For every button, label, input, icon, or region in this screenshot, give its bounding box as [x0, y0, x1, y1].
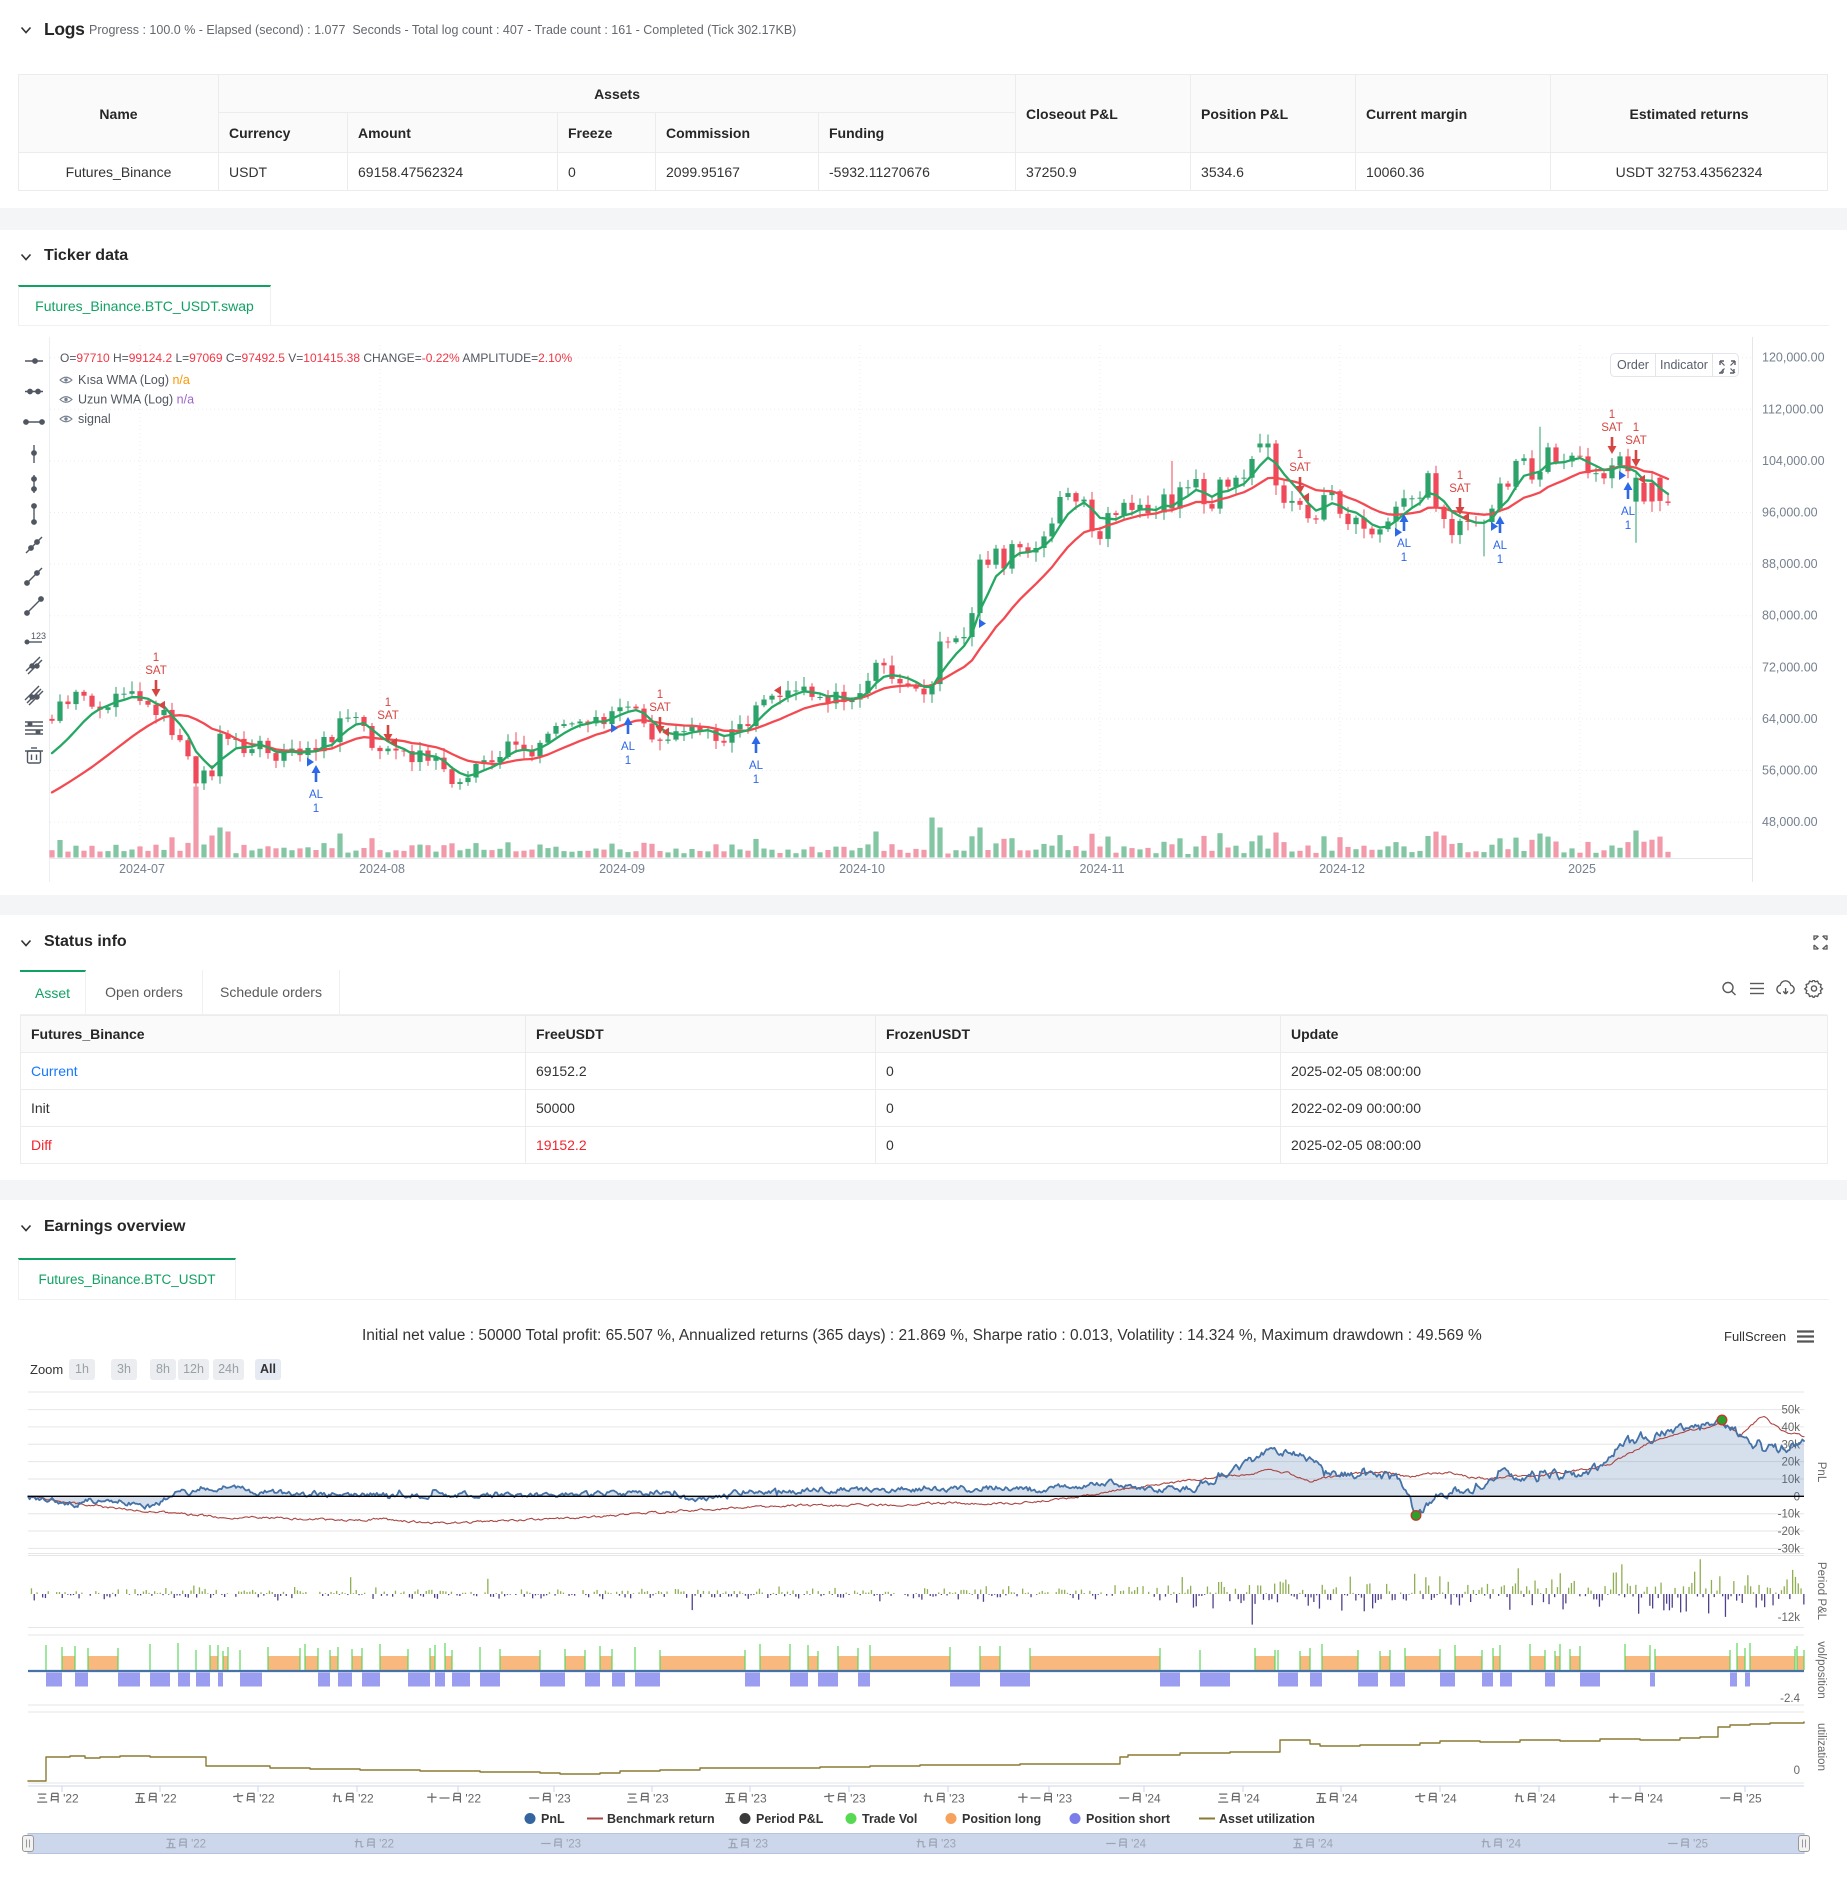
svg-text:-20k: -20k — [1778, 1526, 1801, 1538]
svg-text:112,000.00: 112,000.00 — [1762, 402, 1824, 416]
svg-text:0: 0 — [1794, 1491, 1800, 1503]
svg-text:'22: '22 — [63, 1791, 79, 1805]
svg-text:1: 1 — [153, 652, 159, 664]
svg-text:Position long: Position long — [962, 1812, 1041, 1826]
svg-text:utilization: utilization — [1815, 1723, 1827, 1771]
svg-text:'22: '22 — [358, 1791, 374, 1805]
svg-text:'24: '24 — [1441, 1791, 1457, 1805]
svg-text:'24: '24 — [1540, 1791, 1556, 1805]
svg-text:'22: '22 — [191, 1839, 206, 1851]
svg-text:-30k: -30k — [1778, 1543, 1801, 1555]
svg-text:Position short: Position short — [1086, 1812, 1171, 1826]
svg-text:1: 1 — [1625, 520, 1631, 532]
svg-text:56,000.00: 56,000.00 — [1762, 764, 1818, 778]
svg-text:Asset utilization: Asset utilization — [1219, 1812, 1315, 1826]
svg-text:1: 1 — [385, 697, 391, 709]
svg-text:AL: AL — [309, 789, 324, 801]
svg-text:0: 0 — [1794, 1765, 1800, 1777]
svg-text:1: 1 — [1457, 470, 1463, 482]
svg-text:-12k: -12k — [1778, 1612, 1801, 1624]
svg-text:2024-11: 2024-11 — [1080, 862, 1125, 876]
svg-text:AL: AL — [621, 741, 636, 753]
svg-text:AL: AL — [1397, 538, 1412, 550]
svg-text:50k: 50k — [1781, 1405, 1800, 1417]
svg-text:SAT: SAT — [1601, 422, 1623, 434]
svg-text:'23: '23 — [653, 1791, 669, 1805]
svg-text:1: 1 — [625, 755, 631, 767]
svg-text:PnL: PnL — [541, 1812, 565, 1826]
svg-text:AL: AL — [1493, 540, 1508, 552]
svg-text:AL: AL — [1621, 506, 1636, 518]
svg-text:104,000.00: 104,000.00 — [1762, 454, 1825, 468]
svg-text:'23: '23 — [555, 1791, 571, 1805]
svg-text:2024-10: 2024-10 — [839, 862, 885, 876]
svg-text:2024-09: 2024-09 — [599, 862, 645, 876]
svg-text:O=97710 H=99124.2 L=97069 C=97: O=97710 H=99124.2 L=97069 C=97492.5 V=10… — [60, 351, 572, 365]
svg-text:'24: '24 — [1647, 1791, 1663, 1805]
svg-text:72,000.00: 72,000.00 — [1762, 660, 1818, 674]
svg-text:1: 1 — [1609, 409, 1615, 421]
svg-text:vol/position: vol/position — [1815, 1641, 1827, 1699]
svg-text:1: 1 — [657, 689, 663, 701]
svg-text:SAT: SAT — [1449, 483, 1471, 495]
svg-text:'22: '22 — [161, 1791, 177, 1805]
svg-text:signal: signal — [78, 412, 111, 426]
svg-text:'22: '22 — [379, 1839, 394, 1851]
svg-text:SAT: SAT — [1625, 435, 1647, 447]
svg-text:20k: 20k — [1781, 1457, 1800, 1469]
svg-text:'24: '24 — [1506, 1839, 1522, 1851]
svg-text:SAT: SAT — [1289, 462, 1311, 474]
svg-text:'23: '23 — [850, 1791, 866, 1805]
svg-text:1: 1 — [1497, 554, 1503, 566]
svg-text:Benchmark return: Benchmark return — [607, 1812, 715, 1826]
svg-text:'22: '22 — [465, 1791, 481, 1805]
svg-text:'23: '23 — [566, 1839, 581, 1851]
svg-text:Period P&L: Period P&L — [756, 1812, 824, 1826]
svg-text:88,000.00: 88,000.00 — [1762, 557, 1818, 571]
svg-text:2025: 2025 — [1568, 862, 1596, 876]
svg-text:-10k: -10k — [1778, 1509, 1801, 1521]
svg-text:40k: 40k — [1781, 1422, 1800, 1434]
svg-text:48,000.00: 48,000.00 — [1762, 815, 1818, 829]
svg-text:Uzun WMA (Log) n/a: Uzun WMA (Log) n/a — [78, 393, 194, 407]
svg-text:'23: '23 — [949, 1791, 965, 1805]
svg-text:96,000.00: 96,000.00 — [1762, 506, 1818, 520]
svg-text:Order: Order — [1617, 358, 1649, 372]
svg-text:'24: '24 — [1342, 1791, 1358, 1805]
svg-text:1: 1 — [1633, 422, 1639, 434]
svg-text:10k: 10k — [1781, 1474, 1800, 1486]
svg-text:1: 1 — [1401, 552, 1407, 564]
svg-text:'23: '23 — [751, 1791, 767, 1805]
svg-text:64,000.00: 64,000.00 — [1762, 712, 1818, 726]
svg-text:1: 1 — [1297, 449, 1303, 461]
svg-text:80,000.00: 80,000.00 — [1762, 609, 1818, 623]
svg-text:PnL: PnL — [1815, 1462, 1827, 1483]
svg-text:SAT: SAT — [649, 702, 671, 714]
svg-text:2024-07: 2024-07 — [119, 862, 165, 876]
svg-text:'23: '23 — [941, 1839, 956, 1851]
svg-text:2024-12: 2024-12 — [1319, 862, 1365, 876]
svg-text:'24: '24 — [1244, 1791, 1260, 1805]
svg-text:Period P&L: Period P&L — [1815, 1562, 1827, 1621]
svg-text:'23: '23 — [1056, 1791, 1072, 1805]
svg-text:123: 123 — [31, 631, 46, 641]
svg-text:1: 1 — [313, 803, 319, 815]
svg-text:Indicator: Indicator — [1660, 358, 1708, 372]
svg-text:'22: '22 — [259, 1791, 275, 1805]
svg-text:-2.4: -2.4 — [1780, 1693, 1800, 1705]
svg-text:'24: '24 — [1131, 1839, 1147, 1851]
svg-text:SAT: SAT — [145, 665, 167, 677]
svg-text:'25: '25 — [1693, 1839, 1708, 1851]
svg-text:2024-08: 2024-08 — [359, 862, 405, 876]
svg-text:1: 1 — [753, 774, 759, 786]
svg-text:Kısa WMA (Log) n/a: Kısa WMA (Log) n/a — [78, 373, 190, 387]
svg-text:Trade Vol: Trade Vol — [862, 1812, 917, 1826]
svg-text:'24: '24 — [1318, 1839, 1334, 1851]
svg-text:120,000.00: 120,000.00 — [1762, 351, 1825, 365]
svg-text:SAT: SAT — [377, 710, 399, 722]
svg-text:'24: '24 — [1145, 1791, 1161, 1805]
svg-text:'23: '23 — [753, 1839, 768, 1851]
svg-text:AL: AL — [749, 760, 764, 772]
svg-text:'25: '25 — [1746, 1791, 1762, 1805]
